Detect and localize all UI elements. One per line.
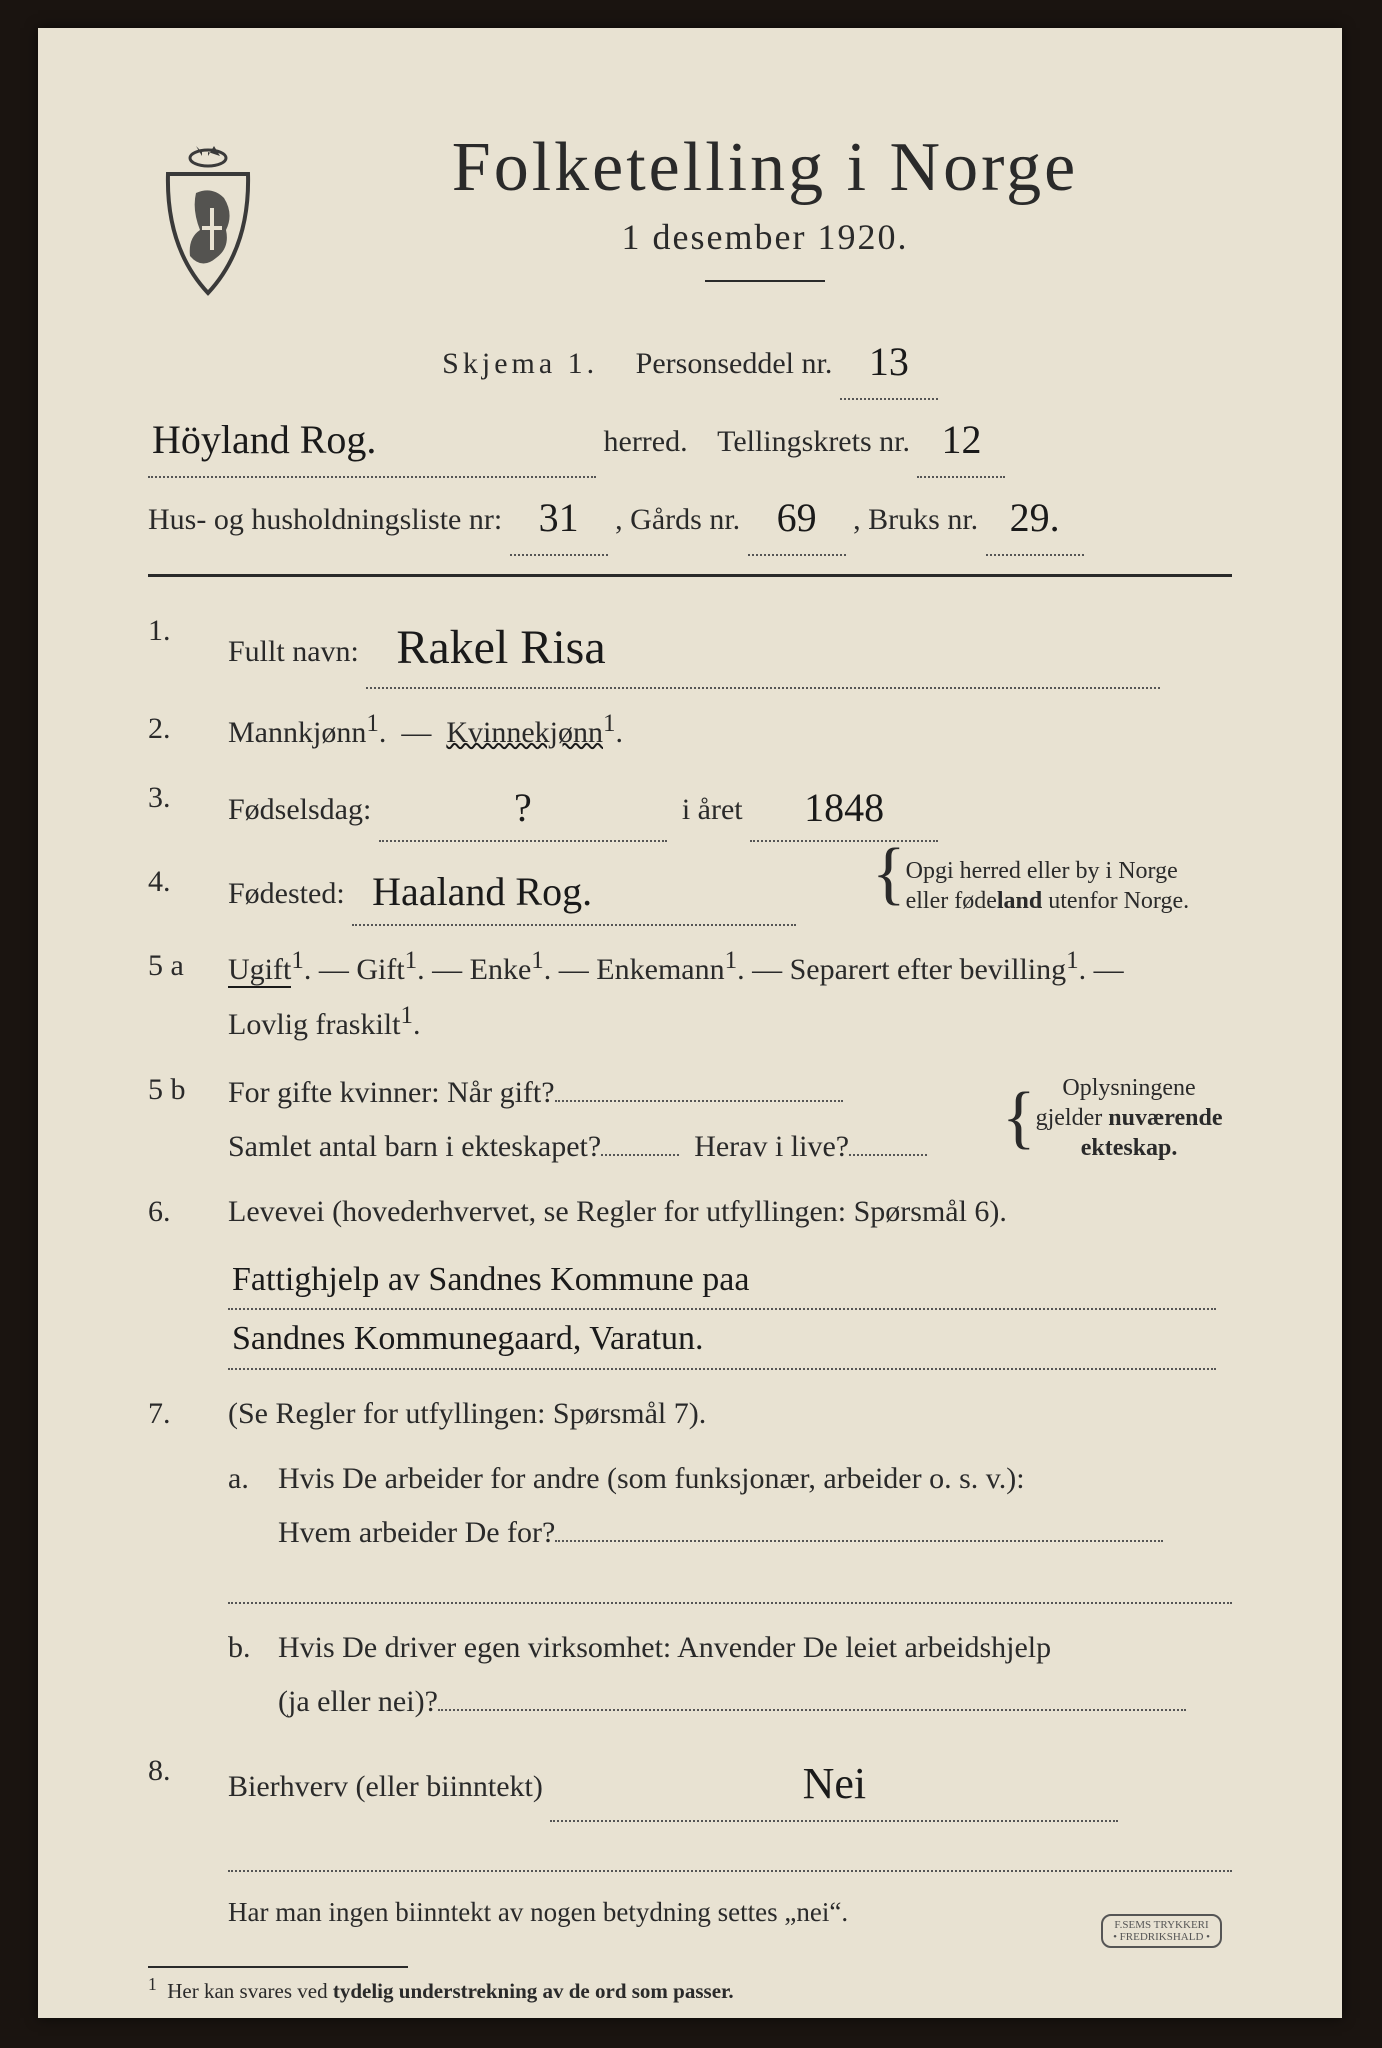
q3-value-b: 1848	[804, 774, 884, 842]
q7-label: (Se Regler for utfyllingen: Spørsmål 7).	[228, 1397, 706, 1430]
q4-num: 4.	[148, 856, 228, 926]
brace-icon-2: {	[1002, 1100, 1036, 1135]
q4-note-a: Opgi herred eller by i Norge	[906, 856, 1190, 886]
gards-label: , Gårds nr.	[615, 503, 740, 536]
q4-label: Fødested:	[228, 877, 345, 910]
title-block: Folketelling i Norge 1 desember 1920.	[298, 128, 1232, 312]
q5b-label-c: Herav i live?	[694, 1130, 849, 1163]
form-header-fields: Skjema 1. Personseddel nr. 13 Höyland Ro…	[148, 322, 1232, 556]
q5a-opt-3: Enkemann	[596, 953, 724, 986]
q3-label-a: Fødselsdag:	[228, 793, 371, 826]
q3-label-b: i året	[682, 793, 743, 826]
coat-of-arms-icon	[148, 138, 268, 298]
q5b-note1: Oplysningene	[1036, 1073, 1223, 1103]
stamp-l2: • FREDRIKSHALD •	[1113, 1931, 1210, 1943]
gards-nr: 69	[777, 480, 817, 556]
herred-name: Höyland Rog.	[152, 402, 376, 478]
q2-sup-a: 1	[366, 710, 379, 737]
hus-label: Hus- og husholdningsliste nr:	[148, 503, 502, 536]
q3-value-a: ?	[514, 774, 532, 842]
q1-value: Rakel Risa	[396, 607, 605, 689]
q5a-opt-0: Ugift	[228, 953, 291, 988]
q2: 2. Mannkjønn1. — Kvinnekjønn1.	[148, 703, 1232, 758]
q2-sup-b: 1	[603, 710, 616, 737]
q7b: b.Hvis De driver egen virksomhet: Anvend…	[228, 1622, 1232, 1727]
skjema-line: Skjema 1. Personseddel nr. 13	[148, 322, 1232, 400]
q7a: a.Hvis De arbeider for andre (som funksj…	[228, 1453, 1232, 1558]
q2-opt-b: Kvinnekjønn	[446, 716, 603, 749]
q4-note-b-bold: land	[997, 888, 1042, 914]
stamp-l1: F.SEMS TRYKKERI	[1113, 1919, 1210, 1931]
header: Folketelling i Norge 1 desember 1920.	[148, 128, 1232, 312]
q5b-num: 5 b	[148, 1064, 228, 1172]
q7-num: 7.	[148, 1388, 228, 1439]
printer-stamp: F.SEMS TRYKKERI • FREDRIKSHALD •	[1101, 1914, 1222, 1948]
q8: 8. Bierhverv (eller biinntekt) Nei	[148, 1745, 1232, 1822]
footnote-text: Her kan svares ved	[167, 1979, 333, 2003]
herred-label: herred.	[604, 425, 688, 458]
hus-nr: 31	[539, 480, 579, 556]
q5a-opt-4: Separert efter bevilling	[790, 953, 1067, 986]
q5a-opt-2: Enke	[470, 953, 532, 986]
q3: 3. Fødselsdag: ? i året 1848	[148, 772, 1232, 842]
q4-value: Haaland Rog.	[372, 858, 592, 926]
brace-icon: {	[872, 856, 906, 916]
q1-label: Fullt navn:	[228, 635, 359, 668]
q6-answer: Fattighjelp av Sandnes Kommune paa Sandn…	[228, 1251, 1232, 1371]
skjema-label: Skjema 1.	[442, 347, 598, 380]
q1-num: 1.	[148, 605, 228, 689]
q7a-q: Hvem arbeider De for?	[278, 1516, 555, 1549]
q5a-opt-1: Gift	[356, 953, 404, 986]
census-form-page: Folketelling i Norge 1 desember 1920. Sk…	[38, 28, 1342, 2018]
q8-blank-line	[228, 1836, 1232, 1872]
q5b-note3: ekteskap.	[1081, 1135, 1178, 1161]
q2-num: 2.	[148, 703, 228, 758]
q7a-label: Hvis De arbeider for andre (som funksjon…	[278, 1462, 1025, 1495]
q7b-label: Hvis De driver egen virksomhet: Anvender…	[278, 1631, 1051, 1664]
footnote: 1 Her kan svares ved tydelig understrekn…	[148, 1974, 1232, 2004]
q7b-q: (ja eller nei)?	[278, 1685, 438, 1718]
q8-value: Nei	[803, 1747, 867, 1822]
q7a-blank-line	[228, 1568, 1232, 1604]
bruks-label: , Bruks nr.	[853, 503, 978, 536]
q5b-note2a: gjelder	[1036, 1105, 1109, 1131]
q5b-note2b: nuværende	[1108, 1105, 1222, 1131]
q5a-num: 5 a	[148, 940, 228, 1050]
q5b-label-b: Samlet antal barn i ekteskapet?	[228, 1130, 601, 1163]
q7: 7. (Se Regler for utfyllingen: Spørsmål …	[148, 1388, 1232, 1439]
footnote-rule	[148, 1966, 408, 1968]
q5a-line2: Lovlig fraskilt	[228, 1008, 400, 1041]
tellingskrets-nr: 12	[941, 402, 981, 478]
main-title: Folketelling i Norge	[298, 128, 1232, 208]
personseddel-label: Personseddel nr.	[636, 347, 833, 380]
q5b-label-a: For gifte kvinner: Når gift?	[228, 1076, 555, 1109]
q2-opt-a: Mannkjønn	[228, 716, 366, 749]
q3-num: 3.	[148, 772, 228, 842]
q4-note-b: eller føde	[906, 888, 997, 914]
bruks-nr: 29.	[1010, 480, 1060, 556]
q6: 6. Levevei (hovederhvervet, se Regler fo…	[148, 1186, 1232, 1237]
tellingskrets-label: Tellingskrets nr.	[717, 425, 910, 458]
q1: 1. Fullt navn: Rakel Risa	[148, 605, 1232, 689]
q6-value2: Sandnes Kommunegaard, Varatun.	[232, 1320, 703, 1357]
q8-label: Bierhverv (eller biinntekt)	[228, 1770, 543, 1803]
personseddel-nr: 13	[869, 324, 909, 400]
title-divider	[705, 280, 825, 282]
q6-label: Levevei (hovederhvervet, se Regler for u…	[228, 1195, 1007, 1228]
q4: 4. Fødested: Haaland Rog. { Opgi herred …	[148, 856, 1232, 926]
q8-num: 8.	[148, 1745, 228, 1822]
q6-num: 6.	[148, 1186, 228, 1237]
footnote-bold: tydelig understrekning av de ord som pas…	[333, 1979, 734, 2003]
q4-note-b-rest: utenfor Norge.	[1042, 888, 1189, 914]
q5b: 5 b For gifte kvinner: Når gift? Samlet …	[148, 1064, 1232, 1172]
herred-line: Höyland Rog. herred. Tellingskrets nr. 1…	[148, 400, 1232, 478]
q6-value1: Fattighjelp av Sandnes Kommune paa	[232, 1261, 749, 1298]
subtitle: 1 desember 1920.	[298, 216, 1232, 258]
hus-line: Hus- og husholdningsliste nr: 31 , Gårds…	[148, 478, 1232, 556]
q8-note: Har man ingen biinntekt av nogen betydni…	[228, 1890, 1232, 1936]
footnote-sup: 1	[148, 1974, 157, 1994]
q5a: 5 a Ugift1. — Gift1. — Enke1. — Enkemann…	[148, 940, 1232, 1050]
crest-svg	[148, 138, 268, 298]
section-divider	[148, 574, 1232, 577]
